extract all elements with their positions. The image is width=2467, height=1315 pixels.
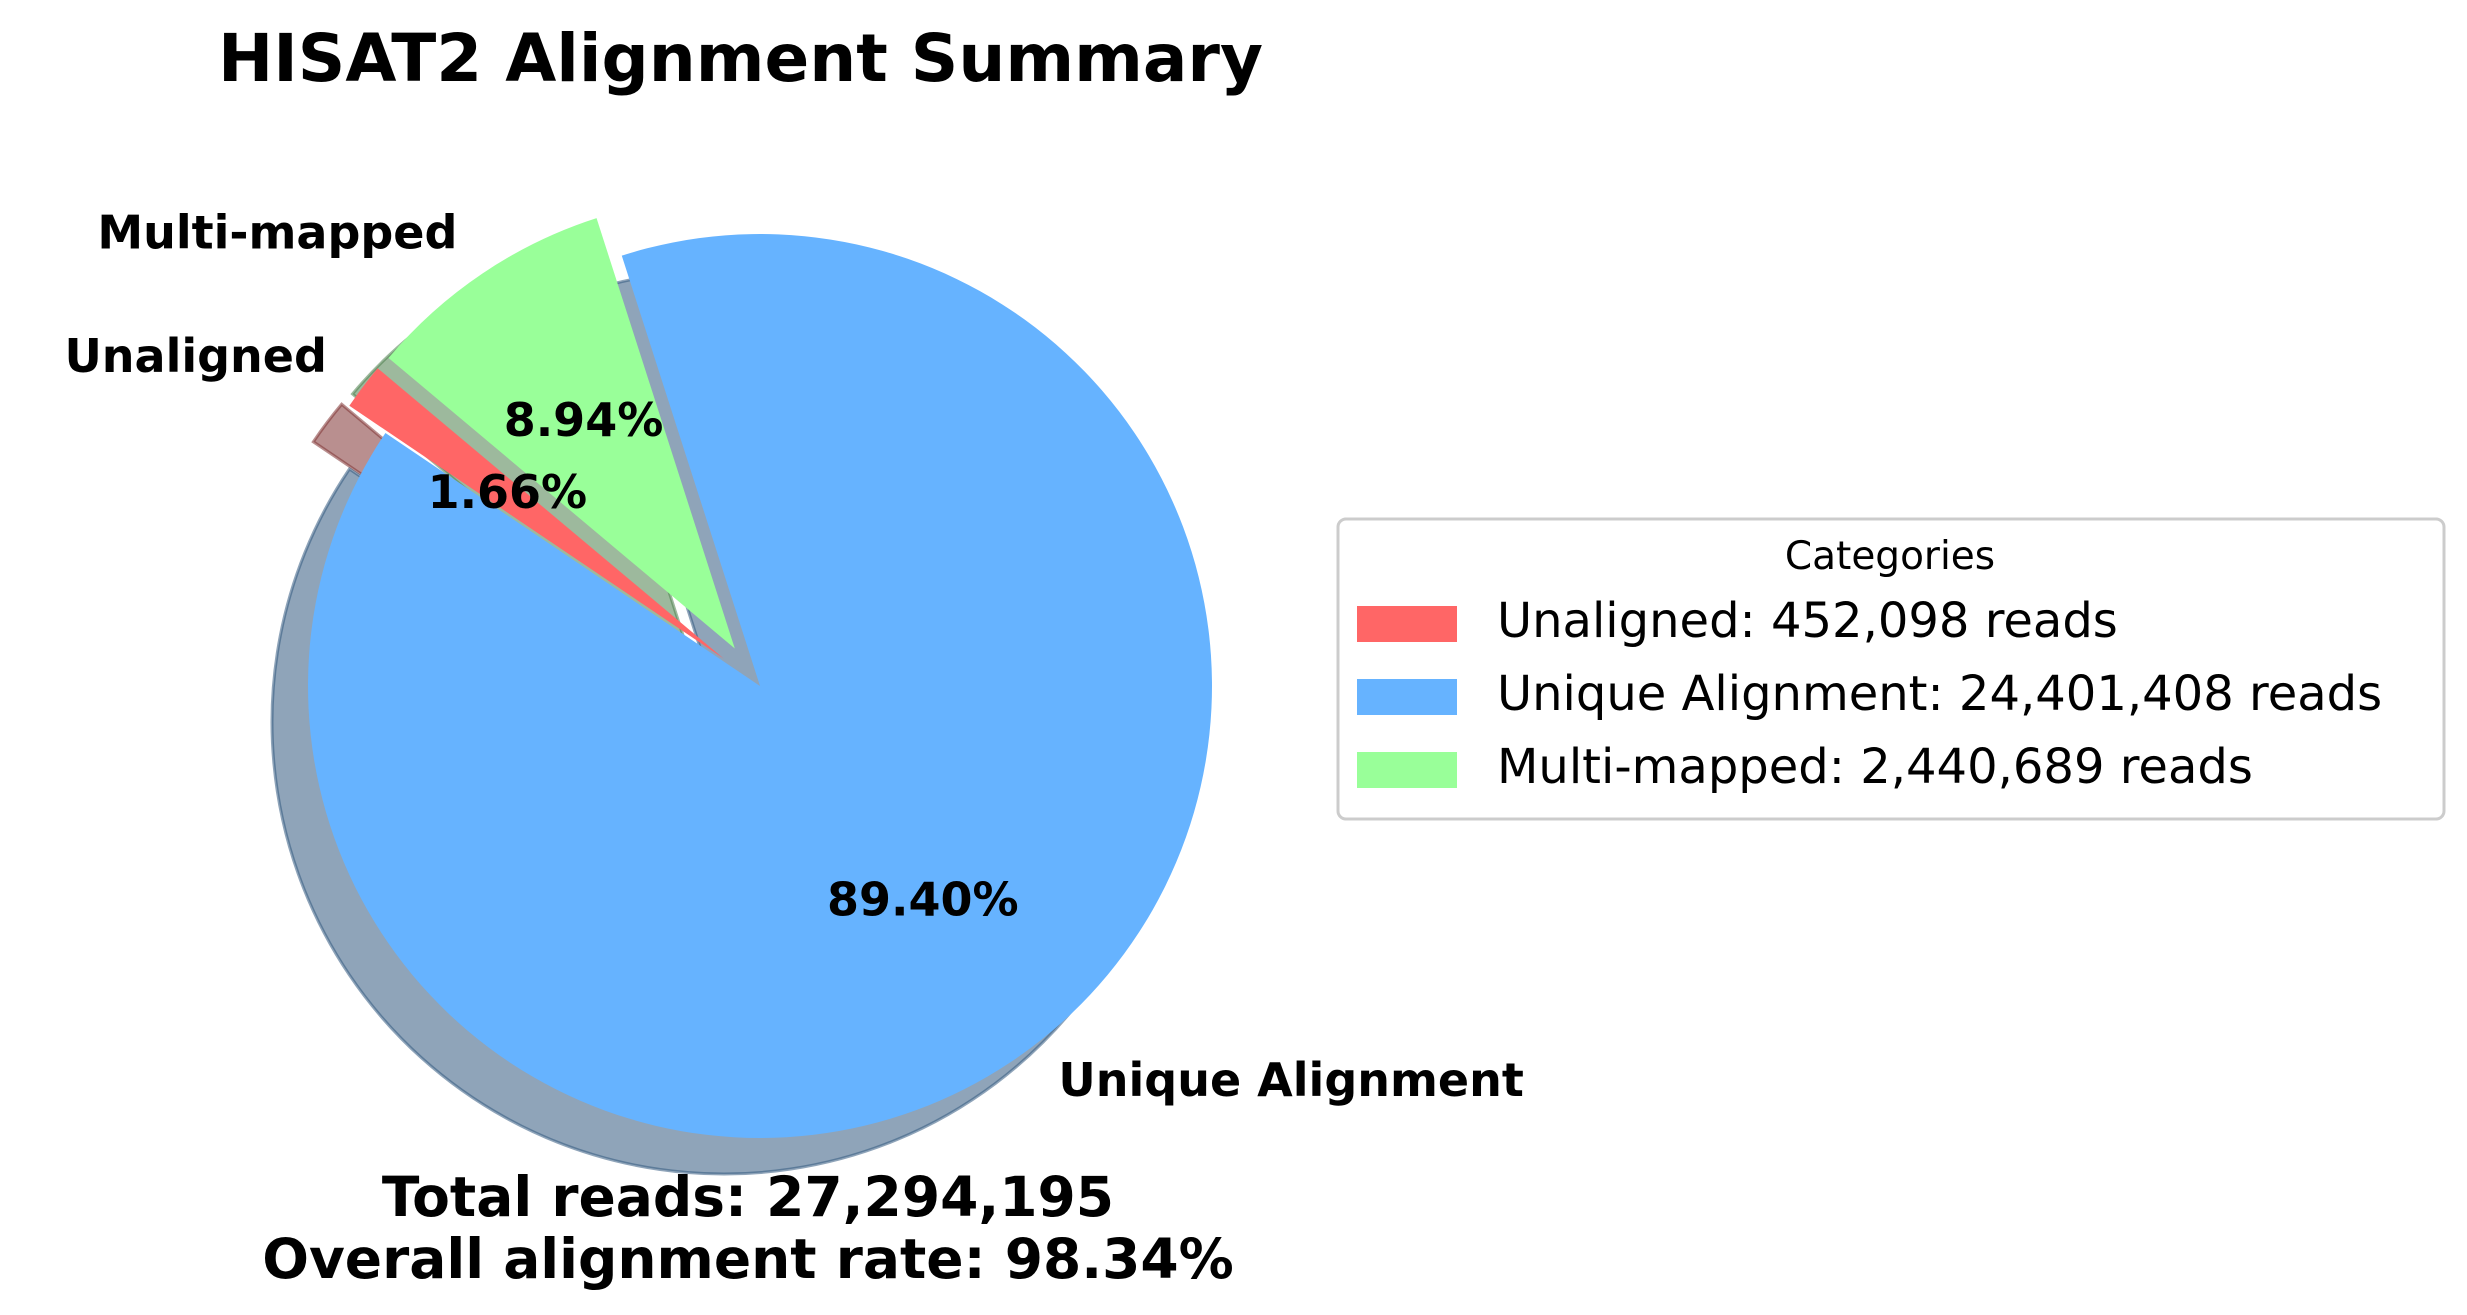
legend-entry-unique-alignment: Unique Alignment: 24,401,408 reads	[1497, 666, 2382, 722]
legend-frame	[1336, 517, 2446, 821]
chart-title: HISAT2 Alignment Summary	[218, 20, 1263, 97]
legend-entry-multi-mapped: Multi-mapped: 2,440,689 reads	[1497, 739, 2253, 795]
legend-swatch-multi-mapped	[1357, 752, 1457, 788]
legend-swatch-unique-alignment	[1357, 679, 1457, 715]
legend-swatch-unaligned	[1357, 606, 1457, 642]
pie-slice-unaligned	[349, 368, 724, 659]
footer-total-reads: Total reads: 27,294,195	[382, 1165, 1114, 1229]
slice-label-unaligned: Unaligned	[64, 329, 326, 383]
percent-labels: 1.66% 89.40% 8.94%	[428, 393, 1019, 927]
legend-title: Categories	[1785, 534, 1995, 579]
pie-slice-multi-mapped	[388, 218, 735, 649]
legend-entries: Unaligned: 452,098 reads Unique Alignment…	[1357, 593, 2382, 795]
percent-label-unaligned: 1.66%	[428, 465, 588, 519]
pie-slice-unique-alignment	[307, 234, 1212, 1139]
legend: Categories Unaligned: 452,098 reads Uniqu…	[1336, 517, 2446, 821]
slice-labels: Unaligned Unique Alignment Multi-mapped	[64, 205, 1523, 1107]
legend-entry-unaligned: Unaligned: 452,098 reads	[1497, 593, 2118, 649]
pie-slices	[307, 218, 1212, 1139]
footer-alignment-rate: Overall alignment rate: 98.34%	[262, 1227, 1234, 1291]
percent-label-multi-mapped: 8.94%	[504, 393, 664, 447]
slice-label-unique-alignment: Unique Alignment	[1058, 1053, 1523, 1107]
slice-label-multi-mapped: Multi-mapped	[97, 205, 457, 259]
percent-label-unique-alignment: 89.40%	[827, 872, 1019, 926]
